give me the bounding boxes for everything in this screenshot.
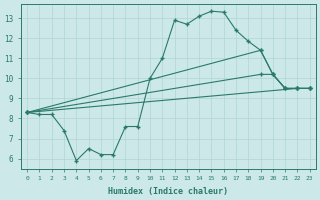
X-axis label: Humidex (Indice chaleur): Humidex (Indice chaleur) <box>108 187 228 196</box>
